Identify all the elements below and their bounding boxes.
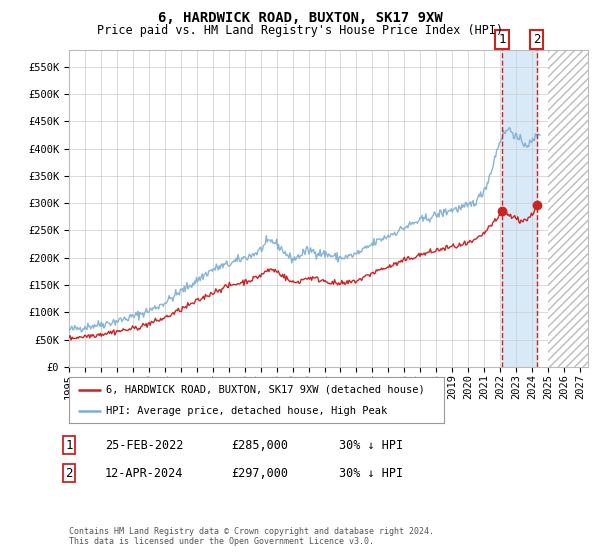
Text: Price paid vs. HM Land Registry's House Price Index (HPI): Price paid vs. HM Land Registry's House … bbox=[97, 24, 503, 36]
Text: £297,000: £297,000 bbox=[231, 466, 288, 480]
Text: 12-APR-2024: 12-APR-2024 bbox=[105, 466, 184, 480]
Text: 25-FEB-2022: 25-FEB-2022 bbox=[105, 438, 184, 452]
Text: 30% ↓ HPI: 30% ↓ HPI bbox=[339, 438, 403, 452]
Text: 30% ↓ HPI: 30% ↓ HPI bbox=[339, 466, 403, 480]
Text: 6, HARDWICK ROAD, BUXTON, SK17 9XW (detached house): 6, HARDWICK ROAD, BUXTON, SK17 9XW (deta… bbox=[107, 385, 425, 395]
Text: 6, HARDWICK ROAD, BUXTON, SK17 9XW: 6, HARDWICK ROAD, BUXTON, SK17 9XW bbox=[158, 11, 442, 25]
Text: 2: 2 bbox=[65, 466, 73, 480]
Bar bbox=[548, 50, 588, 367]
Text: 2: 2 bbox=[533, 32, 541, 46]
Bar bbox=[502, 50, 536, 367]
Text: 1: 1 bbox=[65, 438, 73, 452]
Text: 1: 1 bbox=[499, 32, 506, 46]
Text: Contains HM Land Registry data © Crown copyright and database right 2024.
This d: Contains HM Land Registry data © Crown c… bbox=[69, 526, 434, 546]
Text: £285,000: £285,000 bbox=[231, 438, 288, 452]
Text: HPI: Average price, detached house, High Peak: HPI: Average price, detached house, High… bbox=[107, 407, 388, 416]
